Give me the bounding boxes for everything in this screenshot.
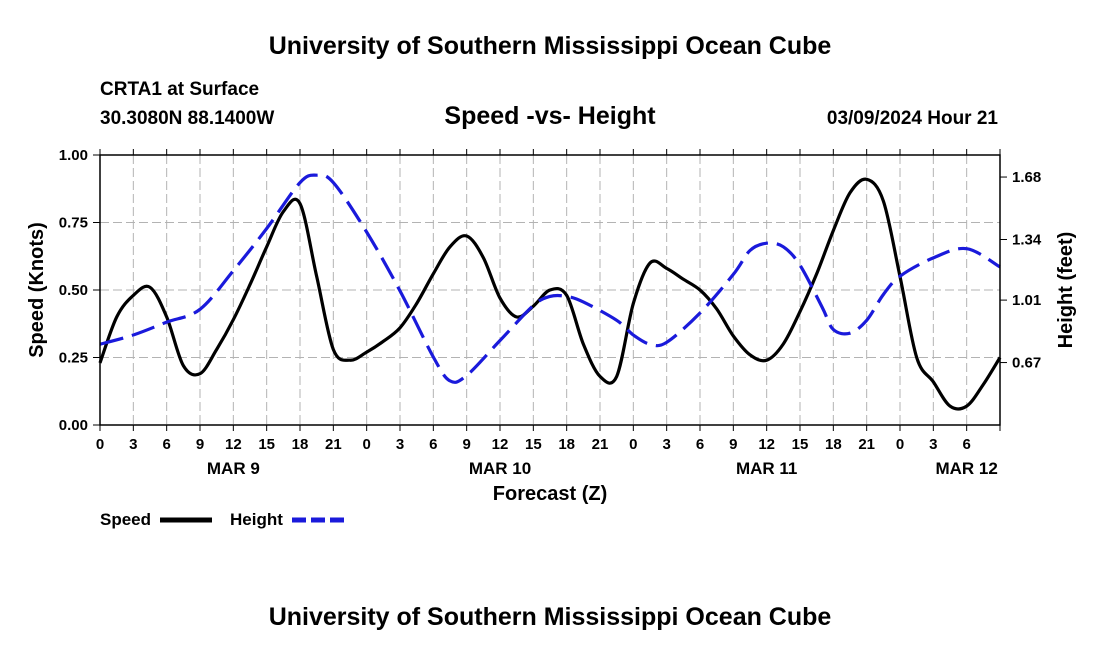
y-axis-label: Speed (Knots) [26,222,48,358]
x-tick-label: 21 [858,436,875,453]
x-tick-label: 9 [729,436,737,453]
x-tick-label: 21 [592,436,609,453]
y2-tick-label: 0.67 [1012,355,1041,372]
series-line-speed [98,177,1002,411]
footer-title: University of Southern Mississippi Ocean… [269,603,832,631]
x-axis-label: Forecast (Z) [493,483,607,505]
legend-label-height: Height [230,510,283,529]
x-tick-label: 15 [258,436,275,453]
y2-tick-label: 1.68 [1012,169,1041,186]
tick-layer [93,149,1007,431]
datetime-label: 03/09/2024 Hour 21 [827,108,999,129]
series-line-height [99,173,1001,384]
series-layer [98,173,1002,411]
y-tick-label: 1.00 [59,147,88,164]
chart-title: Speed -vs- Height [444,102,656,130]
x-tick-label: 15 [792,436,809,453]
x-tick-label: 15 [525,436,542,453]
x-tick-label: 12 [492,436,509,453]
x-tick-label: 0 [362,436,370,453]
y2-tick-label: 1.34 [1012,231,1042,248]
coords-label: 30.3080N 88.1400W [100,108,274,129]
x-tick-label: 0 [629,436,637,453]
x-tick-label: 0 [896,436,904,453]
grid [100,155,1000,425]
y2-axis-label: Height (feet) [1055,232,1077,349]
x-tick-label: 3 [929,436,937,453]
x-tick-label: 18 [825,436,842,453]
legend-label-speed: Speed [100,510,151,529]
page-title: University of Southern Mississippi Ocean… [269,32,832,60]
x-tick-label: 6 [162,436,170,453]
x-tick-label: 9 [462,436,470,453]
x-tick-label: 3 [662,436,670,453]
x-tick-label: 12 [225,436,242,453]
date-label: MAR 12 [935,459,997,478]
x-tick-label: 9 [196,436,204,453]
x-tick-label: 6 [696,436,704,453]
x-tick-label: 6 [429,436,437,453]
y-tick-label: 0.75 [59,215,88,232]
y-tick-label: 0.00 [59,417,88,434]
y2-tick-label: 1.01 [1012,292,1041,309]
tick-labels: 0 3 6 9 12 15 18 21 0 3 6 9 12 15 18 21 0 3 6 9 12 15 18 21 0 3 6 0… [59,147,1042,478]
date-label: MAR 11 [736,459,797,478]
date-label: MAR 10 [469,459,531,478]
x-tick-label: 3 [129,436,137,453]
y-tick-label: 0.25 [59,350,88,367]
x-tick-label: 6 [962,436,970,453]
legend: Speed Height [100,510,344,529]
station-label: CRTA1 at Surface [100,79,259,100]
x-tick-label: 12 [758,436,775,453]
date-label: MAR 9 [207,459,260,478]
y-tick-label: 0.50 [59,282,88,299]
x-tick-label: 18 [292,436,309,453]
x-tick-label: 18 [558,436,575,453]
x-tick-label: 0 [96,436,104,453]
x-tick-label: 3 [396,436,404,453]
x-tick-label: 21 [325,436,342,453]
